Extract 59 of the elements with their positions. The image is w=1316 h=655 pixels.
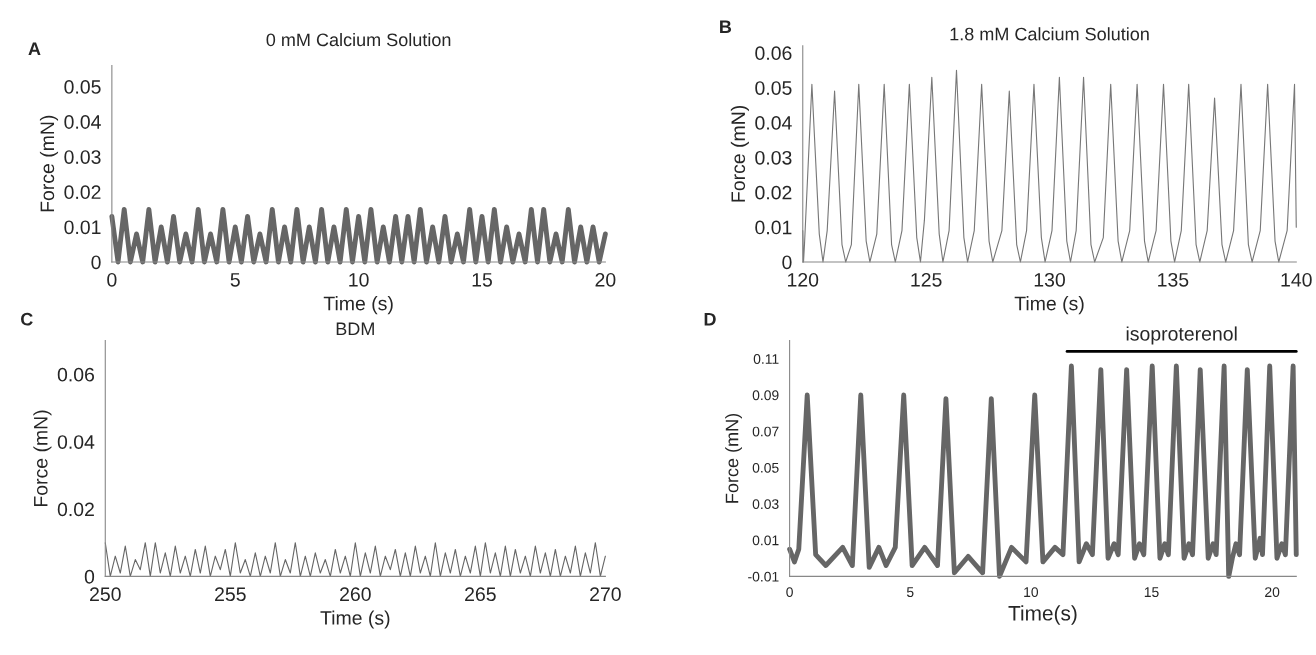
x-axis-title: Time (s) — [320, 610, 390, 629]
y-axis-title: Force (mN) — [725, 413, 742, 503]
x-tick-label: 265 — [465, 587, 496, 602]
x-tick-label: 10 — [349, 272, 369, 287]
x-tick-label: 250 — [90, 587, 121, 602]
y-tick-label: 0.09 — [752, 390, 779, 401]
chart-title: 1.8 mM Calcium Solution — [950, 27, 1149, 41]
y-tick-label: 0.07 — [752, 426, 779, 437]
y-tick-label: 0 — [84, 569, 95, 584]
x-tick-label: 135 — [1158, 272, 1189, 287]
y-tick-label: 0 — [91, 255, 101, 270]
x-tick-label: 5 — [230, 273, 240, 287]
y-tick-label: 0.03 — [64, 150, 101, 164]
y-tick-label: 0.06 — [57, 367, 95, 382]
text: B — [720, 20, 732, 33]
y-tick-label: 0 — [782, 255, 792, 270]
y-tick-label: 0.02 — [57, 502, 94, 517]
y-tick-label: 0.01 — [752, 535, 779, 546]
x-tick-label: 125 — [911, 272, 942, 287]
y-tick-label: 0.05 — [752, 462, 779, 473]
y-axis-title: Force (mN) — [33, 410, 52, 507]
x-tick-label: 10 — [1024, 587, 1039, 598]
y-axis-title: Force (mN) — [730, 105, 749, 202]
y-tick-label: 0.04 — [64, 115, 101, 129]
x-tick-label: 15 — [472, 273, 492, 287]
y-tick-label: 0.02 — [64, 185, 101, 200]
y-axis-title: Force (mN) — [39, 115, 59, 212]
chart-title: BDM — [336, 322, 374, 336]
x-tick-label: 20 — [1265, 587, 1280, 598]
x-tick-label: 260 — [340, 587, 371, 602]
x-tick-label: 270 — [590, 587, 621, 602]
x-axis-title: Time (s) — [323, 296, 393, 315]
x-tick-label: 20 — [595, 272, 616, 287]
y-tick-label: 0.02 — [755, 185, 792, 200]
y-tick-label: 0.05 — [755, 81, 792, 95]
y-tick-label: 0.04 — [57, 435, 95, 449]
chart-title: 0 mM Calcium Solution — [266, 32, 451, 47]
x-tick-label: 140 — [1281, 272, 1312, 287]
text: A — [28, 42, 41, 55]
y-tick-label: 0.04 — [755, 116, 792, 130]
text: D — [704, 312, 716, 326]
text: C — [21, 312, 33, 326]
y-tick-label: 0.01 — [755, 220, 792, 235]
y-tick-label: 0.06 — [755, 46, 792, 61]
x-axis-title: Time (s) — [1014, 296, 1084, 315]
series-label: isoproterenol — [1126, 326, 1237, 345]
x-tick-label: 5 — [906, 587, 914, 598]
y-tick-label: 0.01 — [64, 220, 101, 235]
y-tick-label: 0.11 — [753, 354, 779, 364]
x-axis-title: Time(s) — [1008, 605, 1077, 625]
x-tick-label: 0 — [107, 272, 117, 287]
x-tick-label: 15 — [1144, 587, 1159, 598]
y-tick-label: -0.01 — [748, 571, 779, 582]
y-tick-label: 0.03 — [752, 499, 779, 510]
y-tick-label: 0.03 — [755, 150, 792, 165]
x-tick-label: 255 — [215, 587, 246, 602]
x-tick-label: 130 — [1034, 272, 1065, 287]
y-tick-label: 0.05 — [64, 80, 101, 94]
x-tick-label: 120 — [788, 272, 819, 287]
